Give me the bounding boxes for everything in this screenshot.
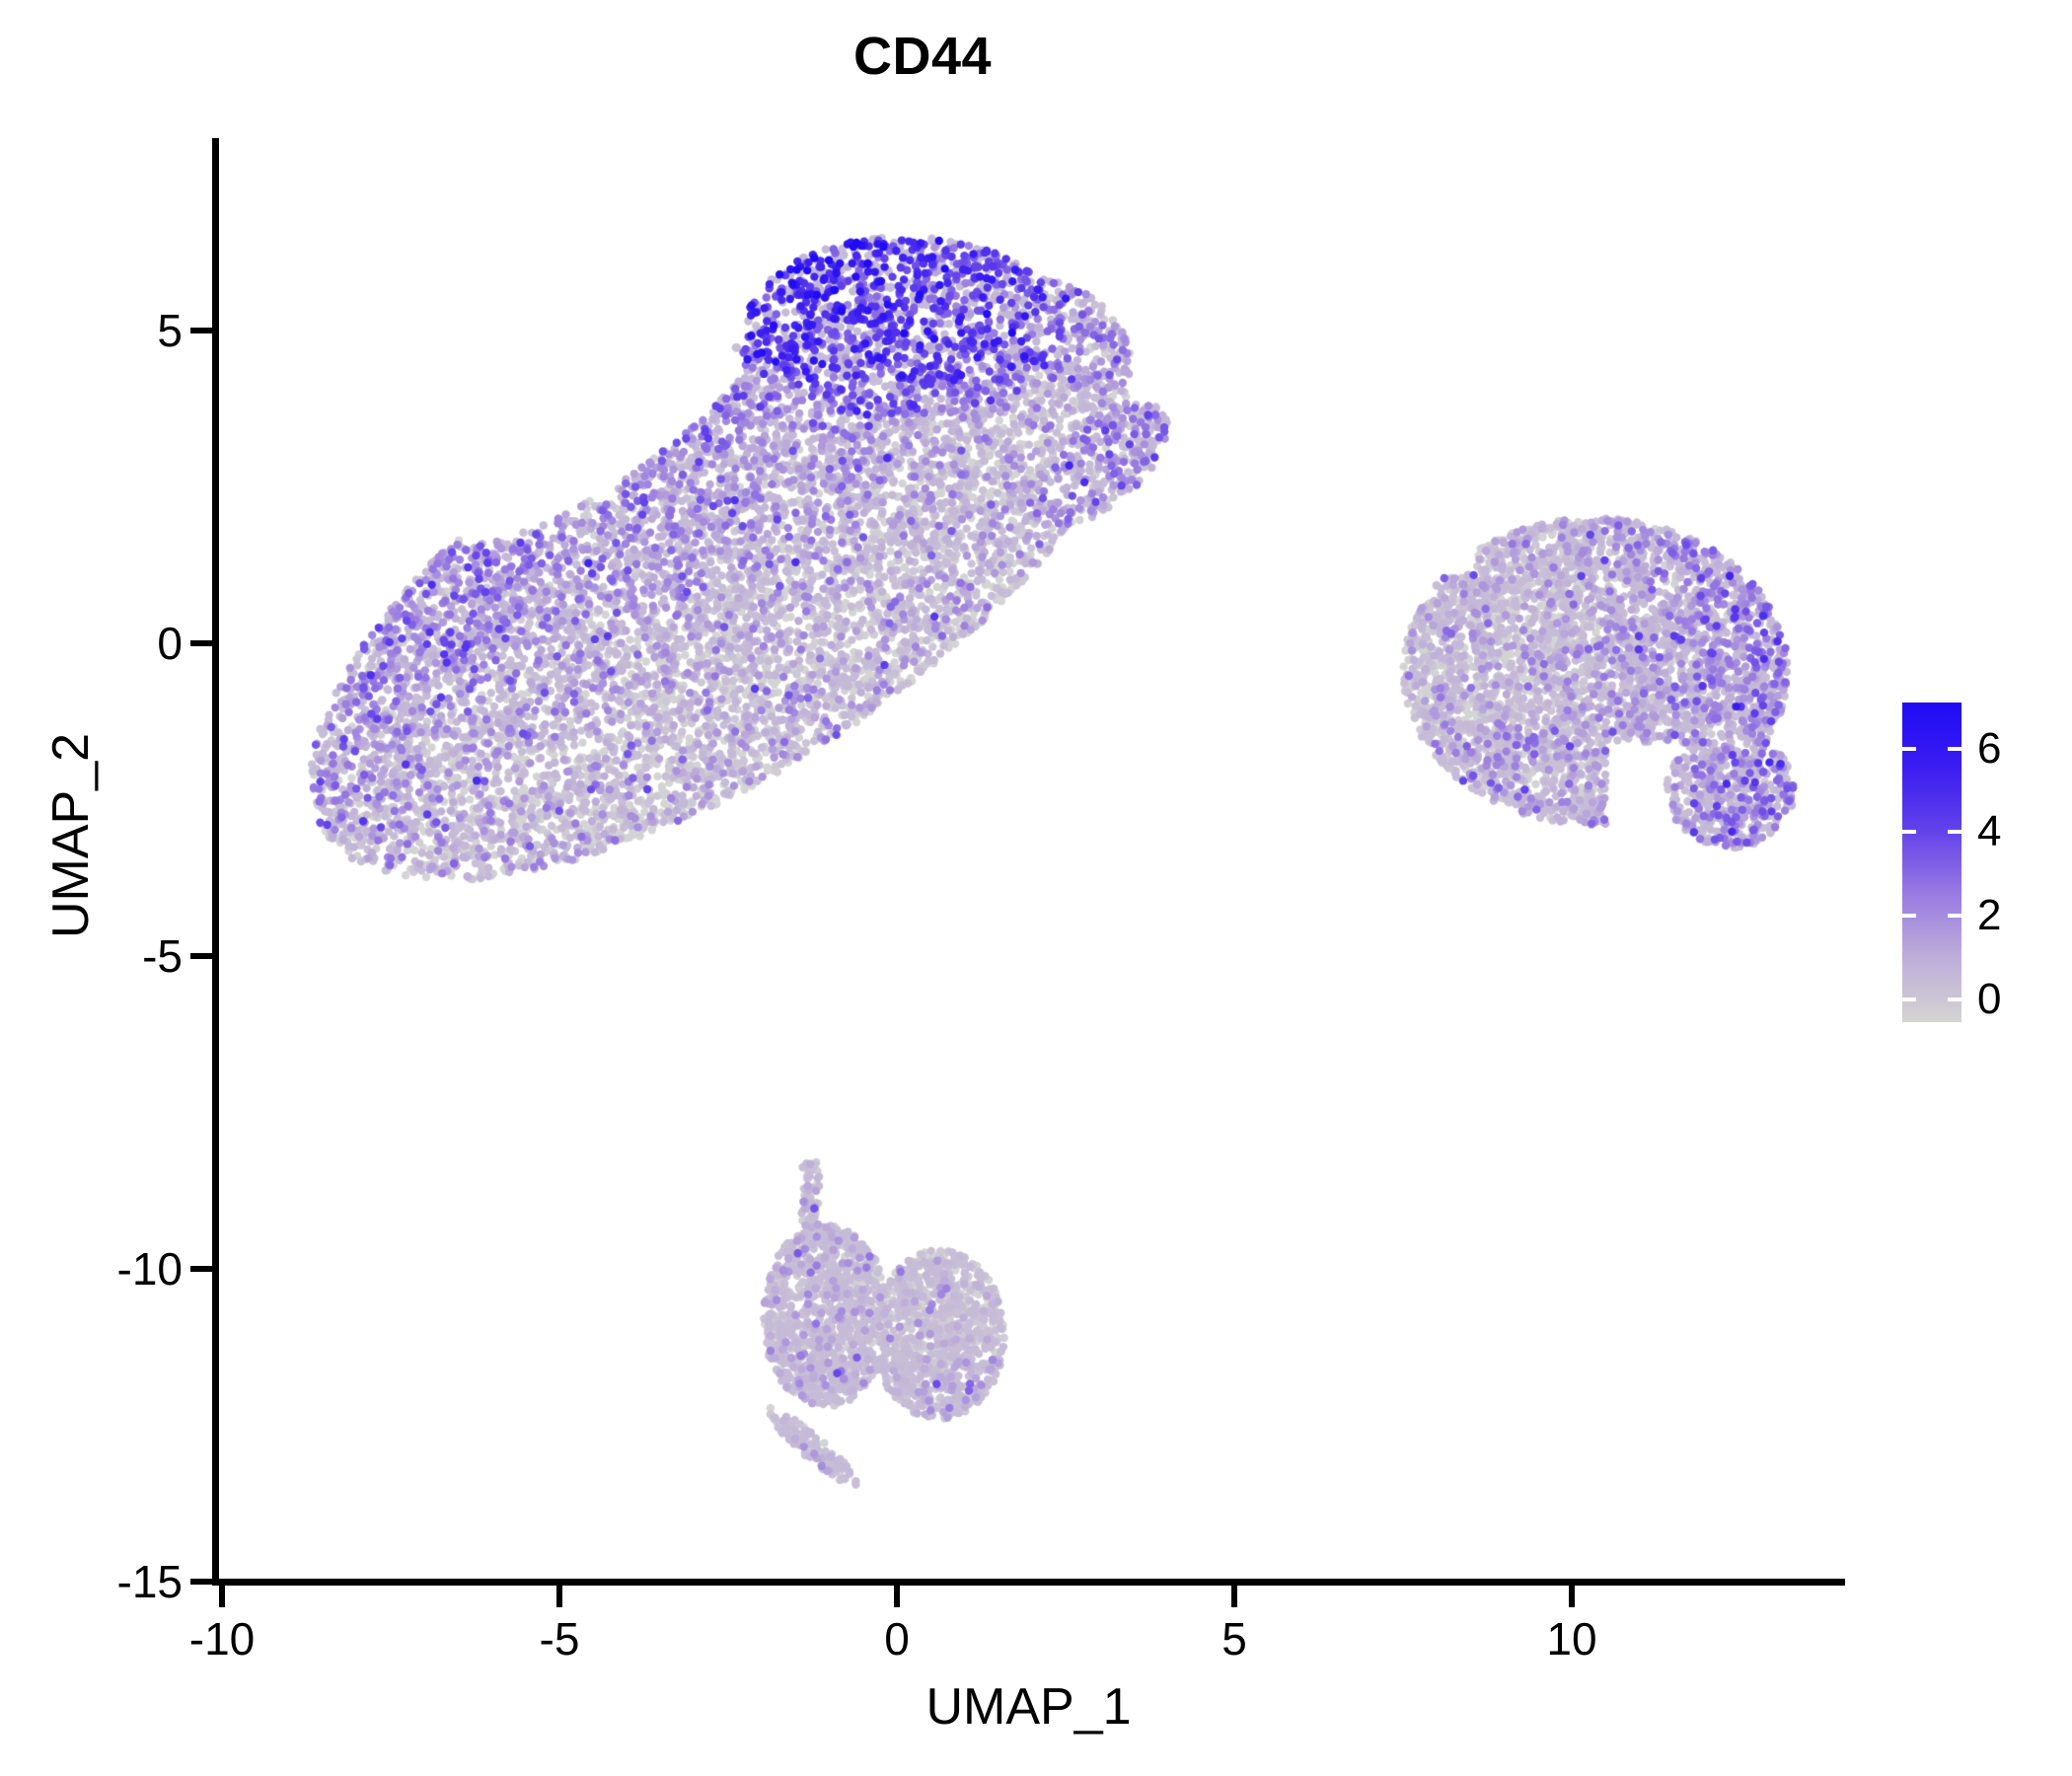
y-tick-label: -15 [116, 1556, 183, 1607]
y-tick-mark [190, 328, 212, 333]
x-tick-mark [219, 1586, 225, 1607]
colorbar-tick-mark [1902, 830, 1916, 835]
y-tick-mark [190, 1266, 212, 1272]
x-axis-label: UMAP_1 [925, 1678, 1132, 1736]
y-axis-line [212, 138, 219, 1585]
x-tick-mark [1231, 1586, 1237, 1607]
colorbar-tick-mark [1948, 997, 1961, 1001]
y-tick-mark [190, 953, 212, 959]
x-tick-mark [894, 1586, 900, 1607]
colorbar-tick-mark [1902, 914, 1916, 918]
x-tick-mark [1569, 1586, 1575, 1607]
x-tick-label: -5 [539, 1613, 580, 1665]
colorbar-tick-mark [1902, 997, 1916, 1001]
x-axis-line [212, 1579, 1845, 1586]
y-tick-label: 0 [157, 618, 183, 669]
colorbar-tick-mark [1948, 830, 1961, 835]
y-tick-label: 5 [157, 305, 183, 356]
colorbar-tick-label: 0 [1977, 974, 2002, 1023]
colorbar-tick-mark [1948, 746, 1961, 751]
colorbar-gradient [1902, 703, 1961, 1022]
x-tick-mark [556, 1586, 562, 1607]
colorbar-tick-mark [1948, 914, 1961, 918]
y-tick-label: -10 [116, 1243, 183, 1295]
x-tick-label: -10 [188, 1613, 256, 1665]
colorbar-tick-label: 4 [1977, 807, 2002, 856]
colorbar-tick-label: 6 [1977, 723, 2002, 773]
y-tick-label: -5 [142, 930, 183, 982]
x-tick-label: 5 [1221, 1613, 1247, 1665]
x-tick-label: 10 [1546, 1613, 1597, 1665]
y-tick-mark [190, 1579, 212, 1585]
colorbar-tick-mark [1902, 746, 1916, 751]
colorbar: 6 4 2 0 [1902, 703, 2001, 1023]
y-axis-label: UMAP_2 [42, 732, 100, 939]
colorbar-legend: 6 4 2 0 [1902, 703, 2001, 1023]
colorbar-tick-label: 2 [1977, 891, 2002, 939]
x-tick-label: 0 [884, 1613, 910, 1665]
y-tick-mark [190, 640, 212, 646]
